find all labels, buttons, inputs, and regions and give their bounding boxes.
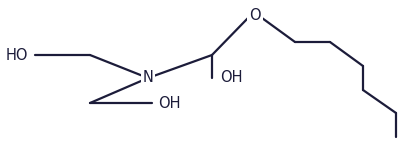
Text: OH: OH: [220, 70, 242, 86]
Text: OH: OH: [158, 96, 180, 111]
Text: HO: HO: [6, 48, 28, 62]
Text: N: N: [142, 70, 154, 86]
Text: O: O: [249, 8, 261, 24]
